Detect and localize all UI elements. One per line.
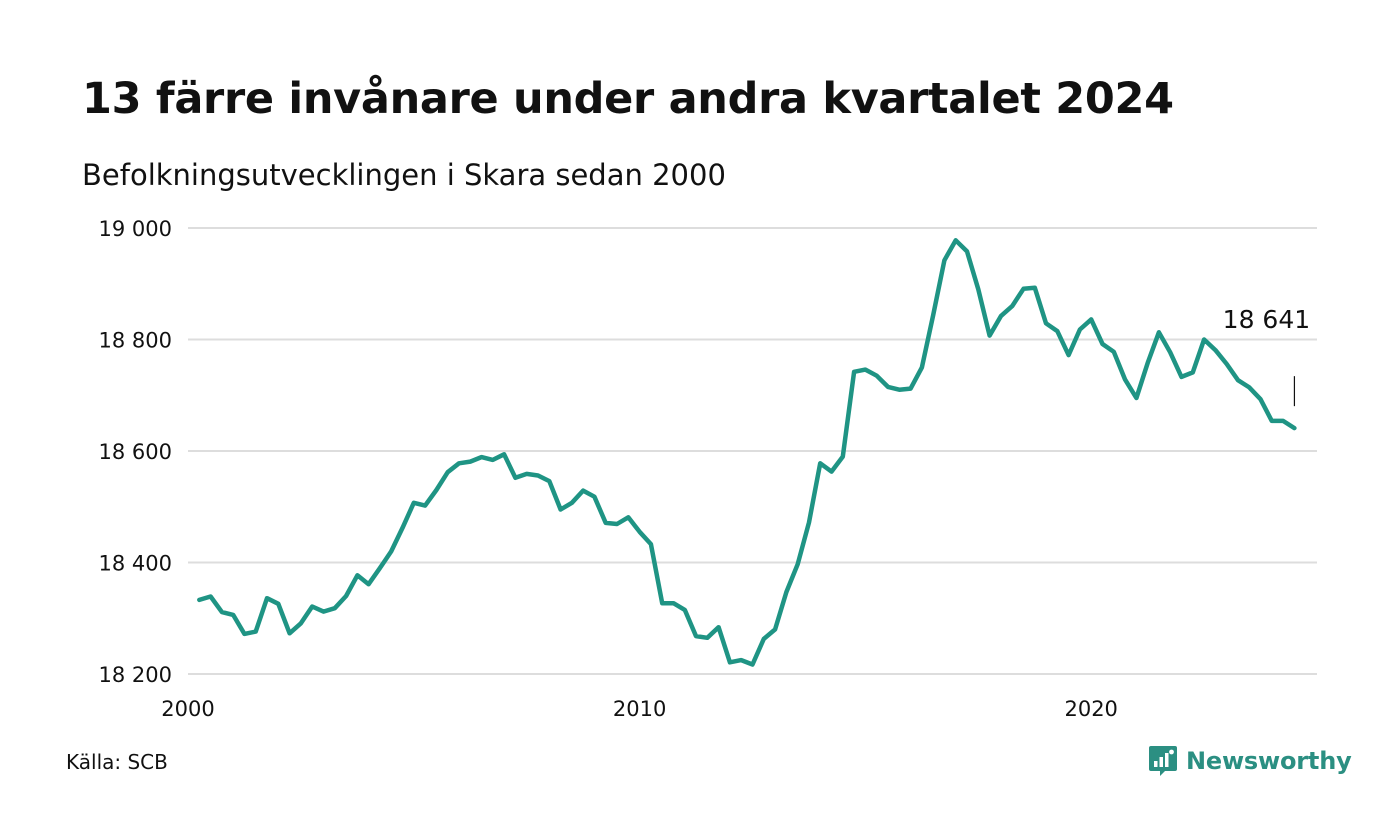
y-axis-tick-labels: 19 000 18 800 18 600 18 400 18 200 <box>99 217 172 687</box>
newsworthy-logo-icon <box>1149 746 1177 776</box>
y-tick-label: 18 400 <box>99 552 172 576</box>
x-tick-label: 2010 <box>613 697 666 721</box>
y-tick-label: 18 200 <box>99 663 172 687</box>
population-series-line <box>197 238 1297 667</box>
y-tick-label: 18 800 <box>99 329 172 353</box>
x-tick-label: 2020 <box>1064 697 1117 721</box>
brand-name: Newsworthy <box>1186 747 1352 775</box>
x-tick-label: 2000 <box>161 697 214 721</box>
x-axis-tick-labels: 2000 2010 2020 <box>161 697 1118 721</box>
source-note: Källa: SCB <box>66 750 168 774</box>
chart-title: 13 färre invånare under andra kvartalet … <box>82 74 1174 124</box>
y-tick-label: 18 600 <box>99 440 172 464</box>
y-tick-label: 19 000 <box>99 217 172 241</box>
brand-logo: Newsworthy <box>1148 744 1352 778</box>
chart-subtitle: Befolkningsutvecklingen i Skara sedan 20… <box>82 158 726 192</box>
gridlines <box>188 227 1317 675</box>
last-value-label: 18 641 <box>1223 305 1310 334</box>
